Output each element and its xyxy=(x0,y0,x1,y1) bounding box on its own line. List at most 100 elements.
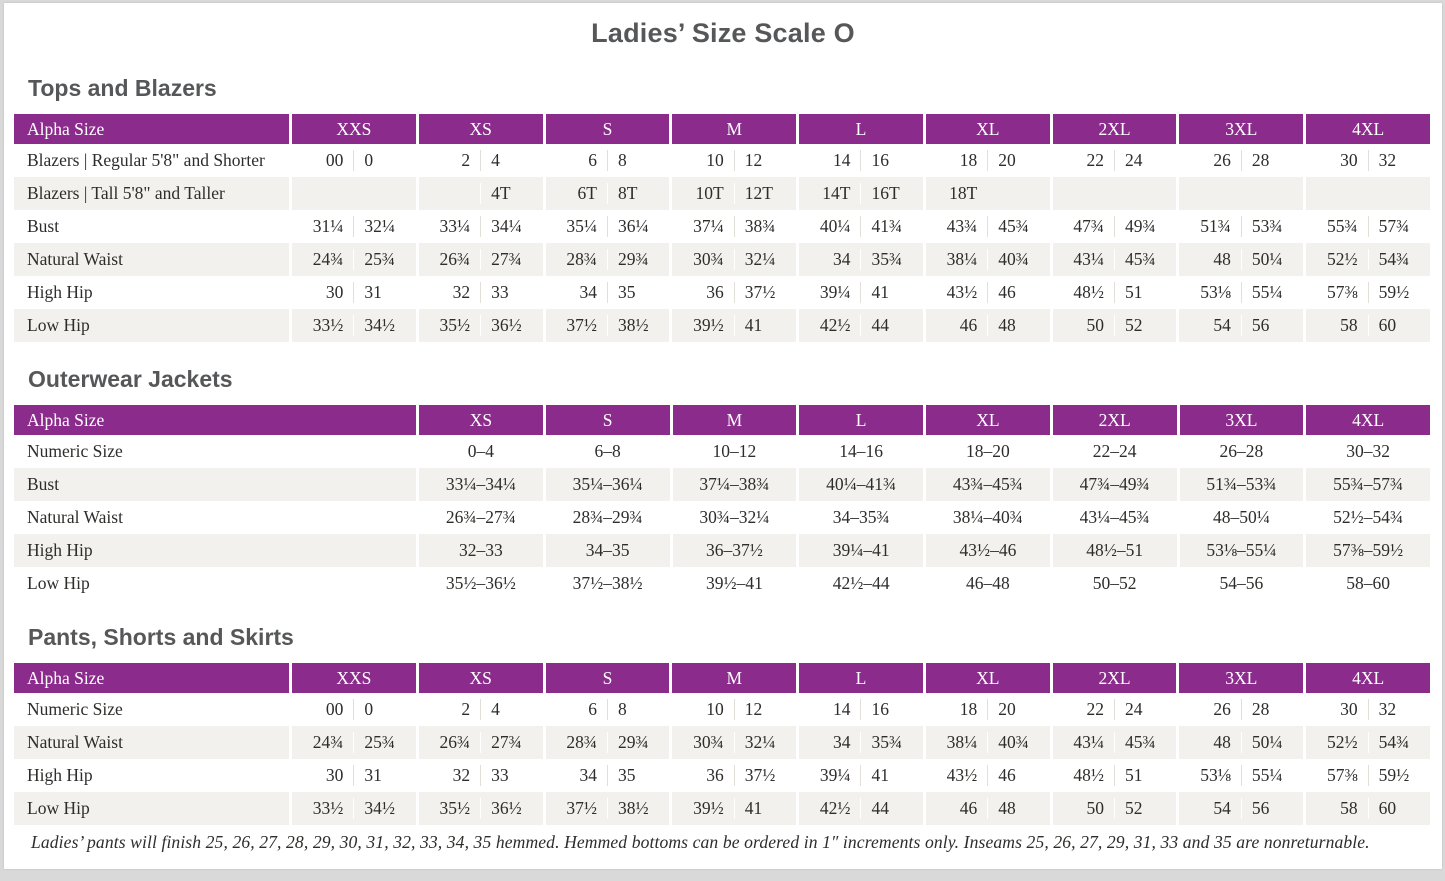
value-right: 37½ xyxy=(733,282,796,303)
value-cell: 30¾ 32¼ xyxy=(672,243,797,276)
value-left: 48½ xyxy=(1073,765,1105,785)
value-cell: 52½ 54¾ xyxy=(1306,726,1430,759)
value-right: 38½ xyxy=(606,798,669,819)
value-left: 42½ xyxy=(819,315,851,335)
value-cell: 37½ 38½ xyxy=(545,792,670,825)
value-cell: 30 32 xyxy=(1306,144,1430,177)
size-header-4XL: 4XL xyxy=(1306,663,1430,693)
value-cell: 55¾ 57¾ xyxy=(1306,210,1430,243)
value-right: 46 xyxy=(987,765,1049,786)
size-header-4XL: 4XL xyxy=(1306,114,1430,144)
size-table-section: Pants, Shorts and Skirts Alpha Size XXS XS S… xyxy=(4,624,1442,825)
value-right: 45¾ xyxy=(1114,732,1176,753)
value-cell: 34–35 xyxy=(545,534,670,567)
section-title: Tops and Blazers xyxy=(28,75,217,101)
value-cell: 51¾–53¾ xyxy=(1179,468,1304,501)
value-right: 59½ xyxy=(1367,765,1430,786)
value-right: 33 xyxy=(480,282,542,303)
value-cell: 46 48 xyxy=(925,792,1050,825)
value-cell xyxy=(1306,177,1430,210)
value-cell: 43½–46 xyxy=(926,534,1050,567)
value-cell: 14 16 xyxy=(799,693,923,726)
value-left: 36 xyxy=(706,282,724,302)
value-cell: 30 31 xyxy=(292,759,416,792)
size-header-3XL: 3XL xyxy=(1179,663,1304,693)
row-label: Blazers | Regular 5'8" and Shorter xyxy=(27,150,265,170)
value-cell: 47¾–49¾ xyxy=(1052,468,1177,501)
value-cell: 26 28 xyxy=(1179,693,1303,726)
value-cell: 43¼–45¾ xyxy=(1079,507,1150,527)
value-left: 34 xyxy=(579,765,597,785)
size-header-3XL: 3XL xyxy=(1179,405,1304,435)
row-label: High Hip xyxy=(27,282,93,302)
value-right: 29¾ xyxy=(606,732,669,753)
value-right: 8T xyxy=(606,183,669,204)
size-table-section: Outerwear Jackets Alpha Size XS S M L XL 2XL 3XL… xyxy=(4,366,1442,600)
value-cell: 37½–38½ xyxy=(572,573,643,593)
table-row: Natural Waist 24¾ 25¾ 26¾ 27¾ 28¾ 29¾ 30¾ 32¼ 34 3… xyxy=(14,726,1430,759)
value-cell: 14 16 xyxy=(799,144,923,177)
size-table: Alpha Size XS S M L XL 2XL 3XL 4XL Numeric Size 0–… xyxy=(14,405,1430,600)
value-left: 30 xyxy=(1340,150,1358,170)
value-cell: 43¼ 45¾ xyxy=(1052,243,1177,276)
table-row: Natural Waist 26¾–27¾ 28¾–29¾ 30¾–32¼ 34–35¾… xyxy=(14,501,1430,534)
value-cell: 38¼ 40¾ xyxy=(925,726,1050,759)
value-left: 30 xyxy=(325,282,344,302)
value-right: 55¼ xyxy=(1240,282,1303,303)
footnote: Ladies’ pants will finish 25, 26, 27, 28… xyxy=(31,832,1370,852)
value-cell: 35¼ 36¼ xyxy=(546,210,670,243)
value-left: 54 xyxy=(1213,315,1231,335)
value-left: 35¼ xyxy=(566,216,597,236)
table-row: High Hip 30 31 32 33 34 35 36 37½ 39¼ 41 43½ 46 48½ 51… xyxy=(14,276,1430,309)
value-cell: 42½–44 xyxy=(832,573,890,593)
value-left: 14 xyxy=(832,699,851,719)
value-right: 41 xyxy=(733,315,796,336)
value-cell: 42½ 44 xyxy=(799,792,923,825)
size-header-XS: XS xyxy=(419,405,543,435)
value-cell: 10T 12T xyxy=(672,177,797,210)
value-cell: 48 50¼ xyxy=(1179,726,1304,759)
value-left: 18 xyxy=(959,150,978,170)
size-header-XL: XL xyxy=(925,114,1050,144)
value-cell: 35½ 36½ xyxy=(418,792,543,825)
value-right: 25¾ xyxy=(353,249,415,270)
value-cell: 30 32 xyxy=(1306,693,1430,726)
size-header-M: M xyxy=(672,405,797,435)
table-row: Numeric Size 00 0 2 4 6 8 10 12 14 16 18 20 22 24 26 28 3… xyxy=(14,693,1430,726)
value-left: 10 xyxy=(706,150,724,170)
value-cell: 0–4 xyxy=(467,441,494,461)
value-right: 29¾ xyxy=(606,249,669,270)
tables-root: Tops and Blazers Alpha Size XXS XS S M L XL 2XL 3… xyxy=(4,75,1442,825)
row-label: Low Hip xyxy=(14,309,289,342)
value-cell: 26–28 xyxy=(1219,441,1264,461)
value-right: 37½ xyxy=(733,765,796,786)
size-table: Alpha Size XXS XS S M L XL 2XL 3XL 4XL Numeric Siz… xyxy=(14,663,1430,825)
value-cell: 34–35¾ xyxy=(832,507,890,527)
value-right: 35 xyxy=(606,282,669,303)
value-cell: 24¾ 25¾ xyxy=(292,243,416,276)
value-right: 55¼ xyxy=(1240,765,1303,786)
value-right: 8 xyxy=(606,150,669,171)
row-label: Blazers | Tall 5'8" and Taller xyxy=(14,177,289,210)
value-cell: 26 28 xyxy=(1179,144,1303,177)
value-cell: 40¼–41¾ xyxy=(799,468,923,501)
row-label: Numeric Size xyxy=(27,441,123,461)
value-left: 26 xyxy=(1213,150,1231,170)
value-left: 2 xyxy=(461,150,471,170)
value-cell: 33½ 34½ xyxy=(292,792,416,825)
value-left: 37¼ xyxy=(693,216,724,236)
value-left: 38¼ xyxy=(946,249,978,269)
value-right: 0 xyxy=(353,699,415,720)
value-left: 18T xyxy=(949,183,978,203)
value-left: 33¼ xyxy=(439,216,471,236)
size-header-XXS: XXS xyxy=(292,114,416,144)
value-right: 38¾ xyxy=(733,216,796,237)
value-left: 26¾ xyxy=(439,732,471,752)
value-left: 37½ xyxy=(566,315,597,335)
value-right: 36¼ xyxy=(606,216,669,237)
value-cell: 32 33 xyxy=(419,276,543,309)
size-header-2XL: 2XL xyxy=(1052,663,1177,693)
value-cell: 54 56 xyxy=(1179,792,1304,825)
value-right: 56 xyxy=(1240,798,1303,819)
